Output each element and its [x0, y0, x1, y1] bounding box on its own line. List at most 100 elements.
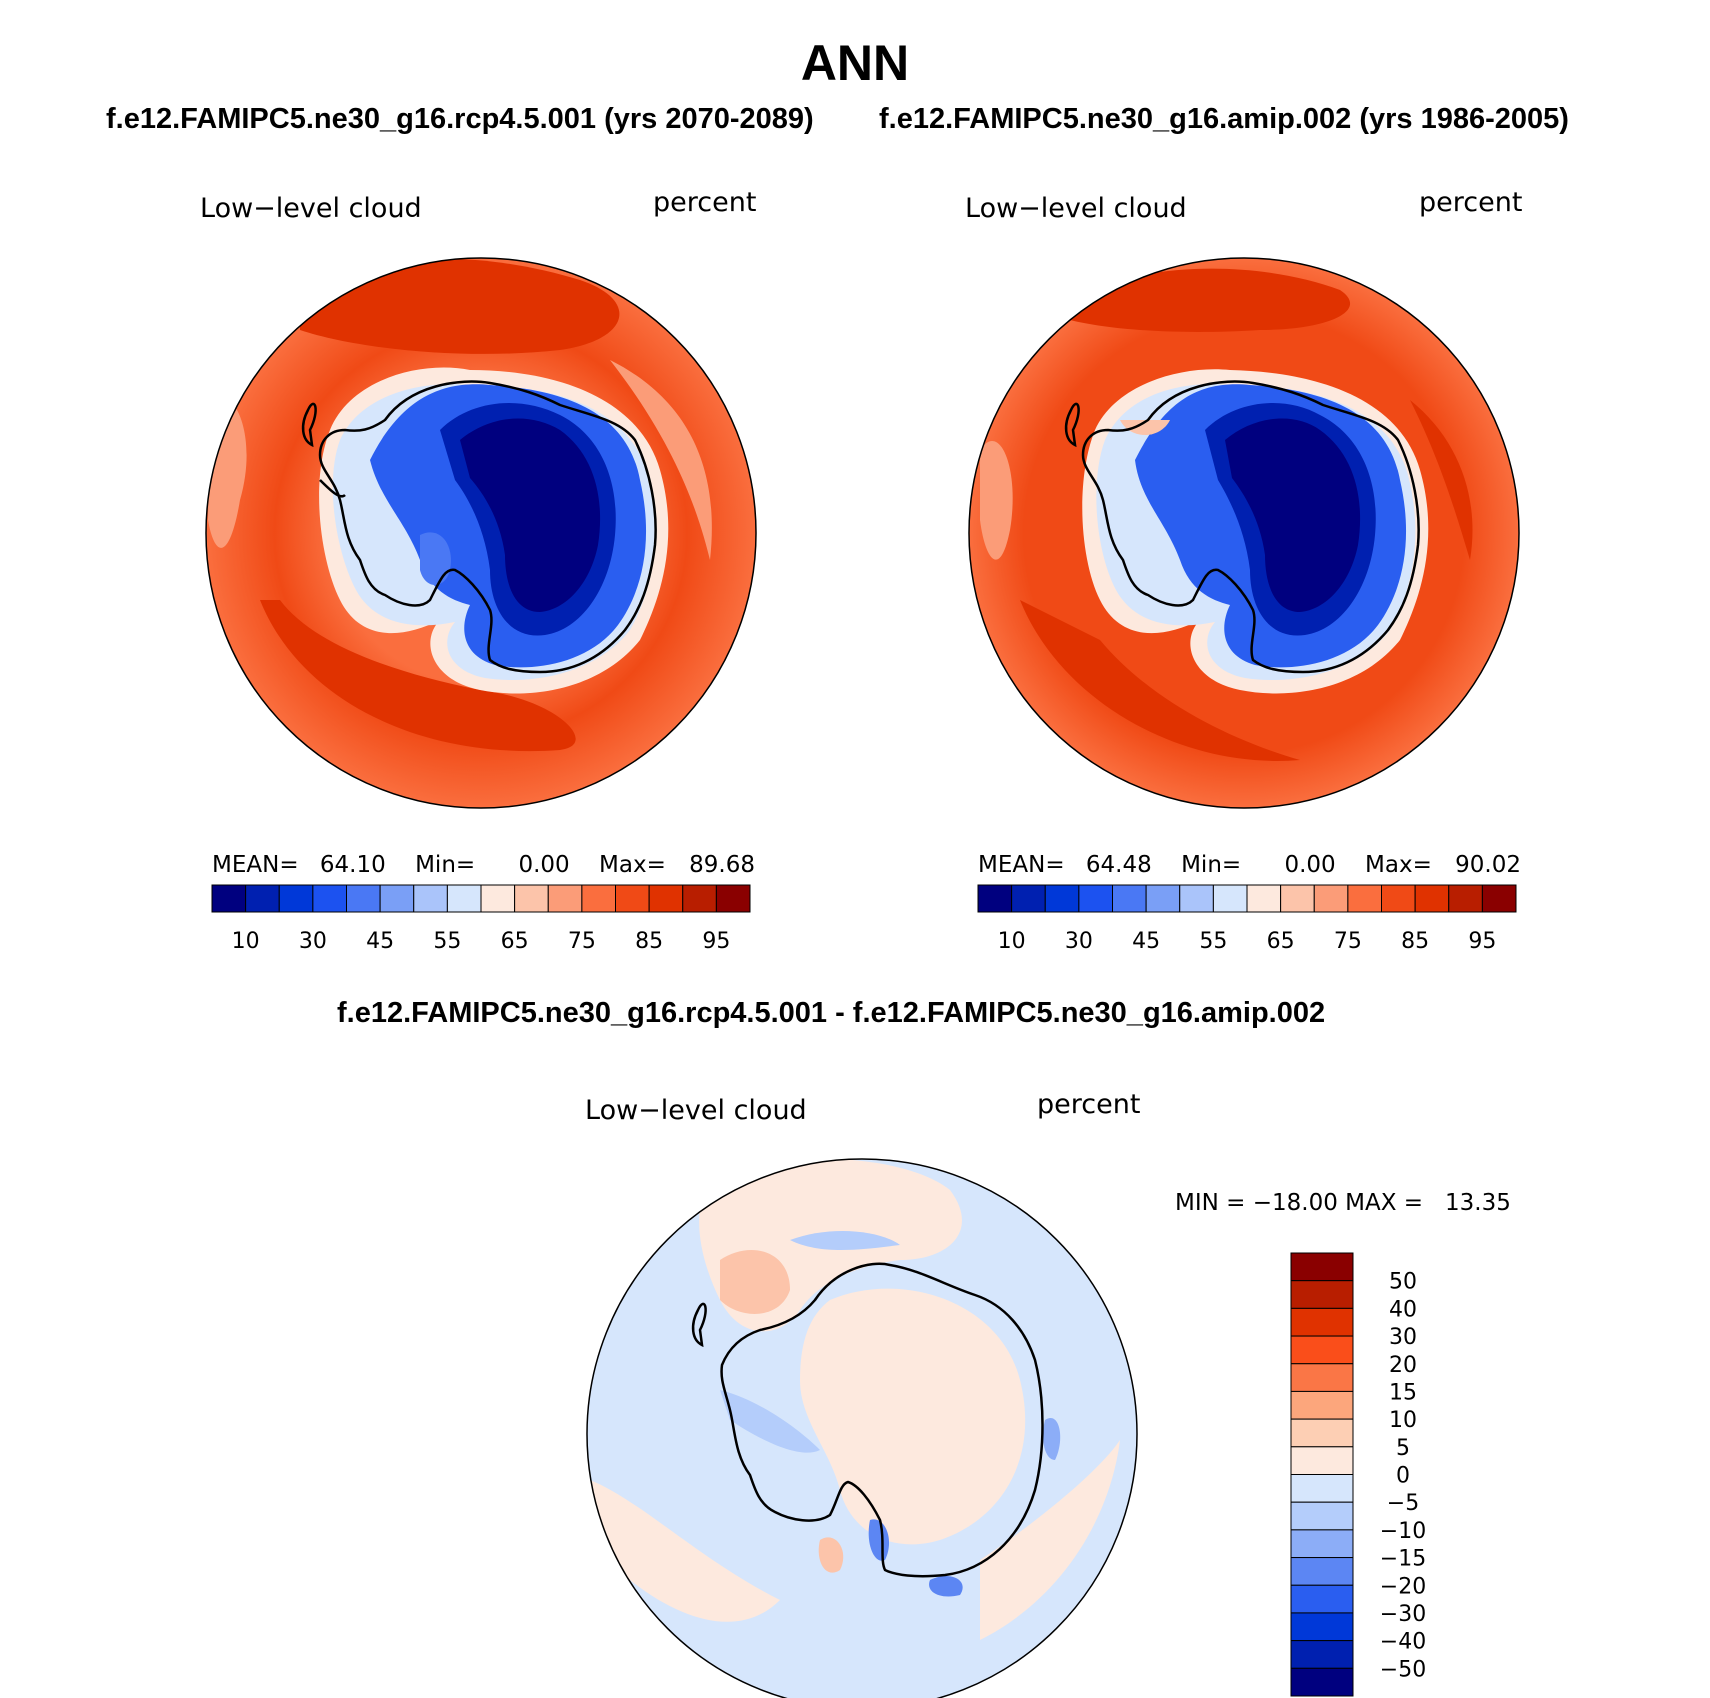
- case-a-title: f.e12.FAMIPC5.ne30_g16.rcp4.5.001 (yrs 2…: [106, 103, 814, 135]
- case-a-colorbar-box: [682, 884, 717, 913]
- case-a-colorbar-box: [413, 884, 448, 913]
- case-a-colorbar-box: [615, 884, 650, 913]
- difference-colorbar-box: [1290, 1501, 1354, 1531]
- difference-map: [587, 1159, 1137, 1698]
- difference-colorbar-tick-label: 50: [1389, 1270, 1417, 1295]
- difference-colorbar-box: [1290, 1474, 1354, 1503]
- case-b-max-value: 90.02: [1455, 852, 1522, 878]
- difference-colorbar-box: [1290, 1335, 1354, 1365]
- difference-colorbar-tick-label: −30: [1380, 1602, 1426, 1627]
- difference-colorbar-box: [1290, 1557, 1354, 1586]
- difference-colorbar-tick-label: 5: [1396, 1436, 1410, 1461]
- difference-colorbar-tick-label: 0: [1396, 1464, 1410, 1489]
- case-b-colorbar-box: [977, 884, 1013, 913]
- case-b-colorbar: [977, 884, 1517, 913]
- case-b-colorbar-box: [1280, 884, 1315, 913]
- difference-colorbar-tick-label: 10: [1389, 1408, 1417, 1433]
- case-a-colorbar-box: [547, 884, 583, 913]
- difference-colorbar-tick-label: −15: [1380, 1547, 1426, 1572]
- case-a-colorbar-tick-label: 55: [433, 929, 461, 954]
- case-b-colorbar-tick-label: 95: [1468, 929, 1496, 954]
- case-b-mean-value: 64.48: [1085, 852, 1152, 878]
- case-b-colorbar-tick-label: 55: [1199, 929, 1227, 954]
- case-a-colorbar-tick-label: 75: [568, 929, 596, 954]
- difference-colorbar-tick-label: −10: [1380, 1519, 1426, 1544]
- figure-title: ANN: [800, 35, 910, 91]
- case-b-colorbar-box: [1414, 884, 1450, 913]
- case-b-colorbar-box: [1481, 884, 1517, 913]
- case-b-variable-label: Low−level cloud: [965, 193, 1187, 224]
- case-b-colorbar-box: [1112, 884, 1147, 913]
- case-b-title: f.e12.FAMIPC5.ne30_g16.amip.002 (yrs 198…: [879, 103, 1569, 135]
- case-b-map: [969, 258, 1519, 808]
- diff-units-label: percent: [1037, 1089, 1141, 1120]
- case-a-colorbar-box: [446, 884, 482, 913]
- case-b-stats: MEAN= 64.48 Min= 0.00 Max= 90.02: [978, 852, 1521, 878]
- case-b-map-border: [968, 257, 1520, 809]
- case-b-colorbar-tick-label: 10: [998, 929, 1026, 954]
- case-b-colorbar-ticks: 10 30 45 55 65 75 85 95: [998, 929, 1497, 954]
- difference-colorbar-box: [1290, 1584, 1354, 1614]
- case-a-mean-label: MEAN=: [212, 852, 299, 878]
- case-b-colorbar-tick-label: 75: [1334, 929, 1362, 954]
- case-a-stats: MEAN= 64.10 Min= 0.00 Max= 89.68: [212, 852, 755, 878]
- difference-colorbar-tick-label: 30: [1389, 1325, 1417, 1350]
- case-a-max-label: Max=: [599, 852, 666, 878]
- case-b-colorbar-tick-label: 65: [1267, 929, 1295, 954]
- case-b-colorbar-box: [1179, 884, 1214, 913]
- diff-variable-label: Low−level cloud: [585, 1095, 807, 1126]
- case-b-colorbar-box: [1246, 884, 1282, 913]
- case-b-min-label: Min=: [1181, 852, 1242, 878]
- difference-map-border: [586, 1158, 1138, 1698]
- difference-colorbar-box: [1290, 1418, 1354, 1448]
- difference-colorbar-box: [1290, 1446, 1354, 1475]
- case-a-colorbar-tick-label: 95: [702, 929, 730, 954]
- difference-colorbar-box: [1290, 1612, 1354, 1642]
- difference-colorbar-tick-label: −20: [1380, 1574, 1426, 1599]
- case-b-colorbar-tick-label: 30: [1065, 929, 1093, 954]
- difference-colorbar-tick-label: −50: [1380, 1657, 1426, 1682]
- case-b-colorbar-box: [1313, 884, 1349, 913]
- case-a-colorbar-box: [514, 884, 549, 913]
- case-b-colorbar-box: [1448, 884, 1483, 913]
- case-a-colorbar-tick-label: 30: [299, 929, 327, 954]
- case-b-colorbar-box: [1145, 884, 1181, 913]
- difference-colorbar-box: [1290, 1363, 1354, 1392]
- difference-colorbar-tick-label: 40: [1389, 1297, 1417, 1322]
- case-b-colorbar-box: [1347, 884, 1382, 913]
- case-a-mean-value: 64.10: [319, 852, 386, 878]
- case-b-colorbar-box: [1381, 884, 1416, 913]
- case-b-colorbar-box: [1212, 884, 1248, 913]
- difference-colorbar-box: [1290, 1280, 1354, 1309]
- diff-minmax-text: MIN = −18.00 MAX = 13.35: [1175, 1190, 1511, 1216]
- case-a-colorbar-tick-label: 85: [635, 929, 663, 954]
- case-b-units-label: percent: [1419, 187, 1523, 218]
- case-a-colorbar-box: [312, 884, 347, 913]
- case-a-units-label: percent: [653, 187, 757, 218]
- case-a-colorbar-box: [245, 884, 280, 913]
- case-a-map: [206, 258, 756, 808]
- case-b-colorbar-box: [1011, 884, 1046, 913]
- case-b-colorbar-box: [1078, 884, 1113, 913]
- case-a-colorbar-box: [346, 884, 381, 913]
- case-a-colorbar-box: [379, 884, 415, 913]
- case-b-colorbar-tick-label: 85: [1401, 929, 1429, 954]
- case-a-colorbar-box: [278, 884, 314, 913]
- difference-colorbar-box: [1290, 1529, 1354, 1559]
- difference-colorbar: [1290, 1252, 1354, 1697]
- case-a-colorbar-tick-label: 45: [366, 929, 394, 954]
- case-a-colorbar-tick-label: 65: [501, 929, 529, 954]
- case-a-colorbar-box: [211, 884, 247, 913]
- difference-colorbar-tick-label: −5: [1387, 1491, 1419, 1516]
- case-b-colorbar-tick-label: 45: [1132, 929, 1160, 954]
- case-a-map-border: [205, 257, 757, 809]
- difference-colorbar-box: [1290, 1390, 1354, 1420]
- case-a-colorbar-box: [648, 884, 684, 913]
- difference-colorbar-box: [1290, 1667, 1354, 1697]
- difference-colorbar-tick-label: 20: [1389, 1353, 1417, 1378]
- difference-colorbar-box: [1290, 1252, 1354, 1282]
- case-a-colorbar-ticks: 10 30 45 55 65 75 85 95: [232, 929, 731, 954]
- case-b-mean-label: MEAN=: [978, 852, 1065, 878]
